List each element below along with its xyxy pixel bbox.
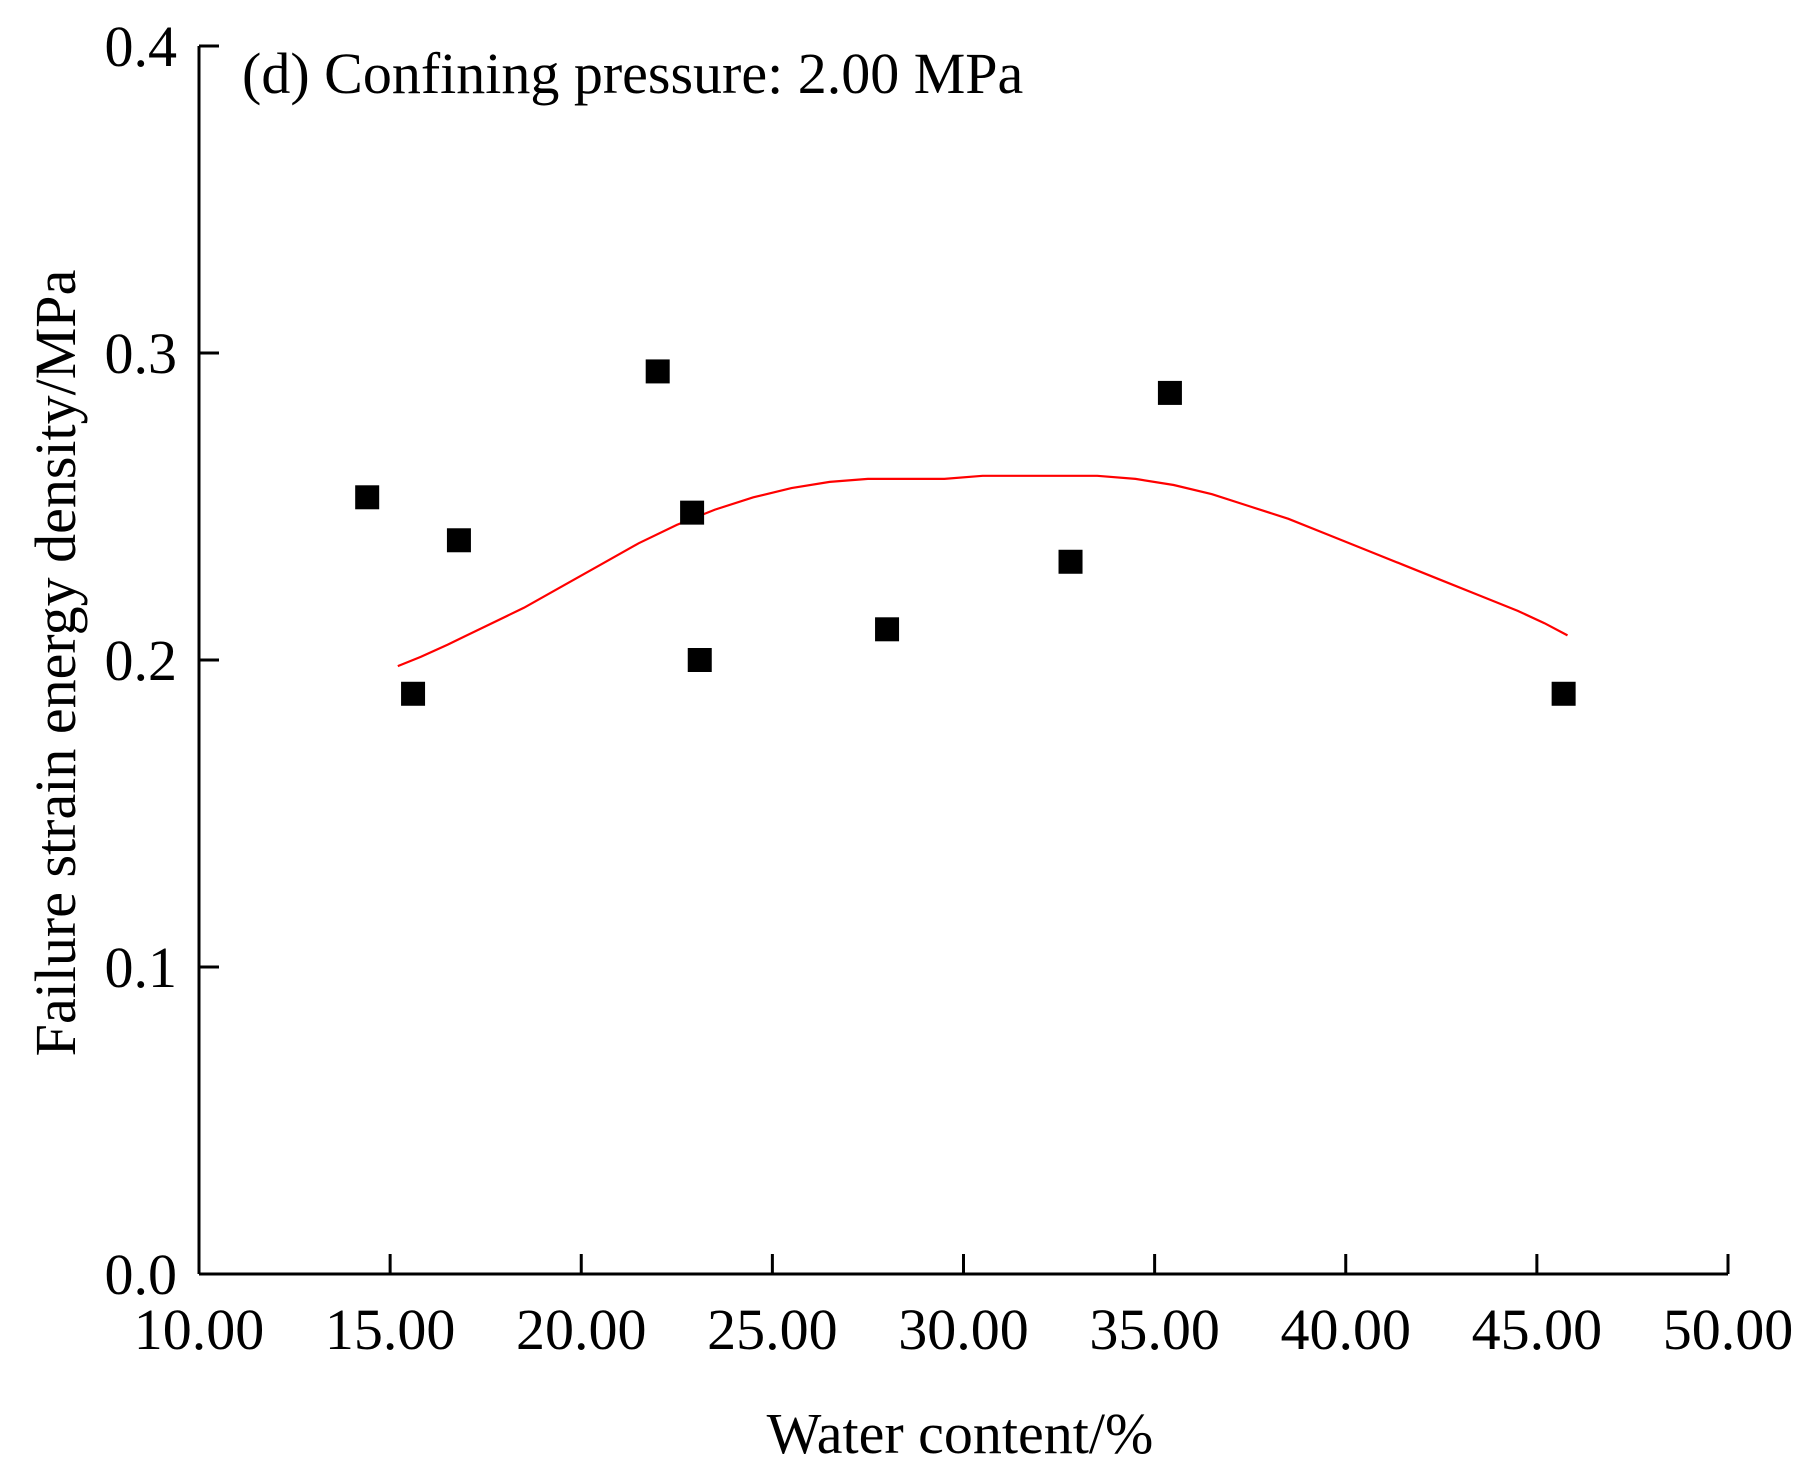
x-tick-label: 40.00 xyxy=(1281,1297,1412,1362)
y-tick-label: 0.0 xyxy=(105,1242,178,1307)
fit-curve-line xyxy=(397,474,1569,668)
data-point xyxy=(687,648,712,672)
x-tick-label: 50.00 xyxy=(1663,1297,1794,1362)
x-tick-label: 45.00 xyxy=(1472,1297,1603,1362)
x-axis-ticks: 10.00 15.00 20.00 25.00 30.00 35.00 40.00 45.00… xyxy=(134,1254,1794,1362)
y-tick-label: 0.2 xyxy=(105,628,178,693)
data-point xyxy=(1551,681,1576,706)
data-point xyxy=(355,485,380,510)
series-layer xyxy=(355,359,1576,706)
x-tick-label: 35.00 xyxy=(1089,1297,1220,1362)
x-tick-label: 15.00 xyxy=(325,1297,456,1362)
y-tick-label: 0.3 xyxy=(105,321,178,386)
y-axis-ticks: 0.0 0.1 0.2 0.3 0.4 xyxy=(105,14,219,1307)
data-point xyxy=(446,528,471,553)
x-tick-label: 10.00 xyxy=(134,1297,265,1362)
y-tick-label: 0.1 xyxy=(105,935,178,1000)
data-point xyxy=(645,359,670,384)
axes xyxy=(197,46,1728,1276)
chart-title: (d) Confining pressure: 2.00 MPa xyxy=(242,41,1023,106)
data-point xyxy=(875,617,900,642)
data-point xyxy=(1058,549,1083,574)
x-axis-title: Water content/% xyxy=(767,1401,1154,1466)
x-tick-label: 20.00 xyxy=(516,1297,647,1362)
y-tick-label: 0.4 xyxy=(105,14,178,79)
x-tick-label: 30.00 xyxy=(898,1297,1029,1362)
y-axis-title: Failure strain energy density/MPa xyxy=(23,270,88,1057)
data-point xyxy=(1157,380,1182,405)
x-tick-label: 25.00 xyxy=(707,1297,838,1362)
data-point xyxy=(680,500,705,525)
data-point xyxy=(401,681,426,706)
